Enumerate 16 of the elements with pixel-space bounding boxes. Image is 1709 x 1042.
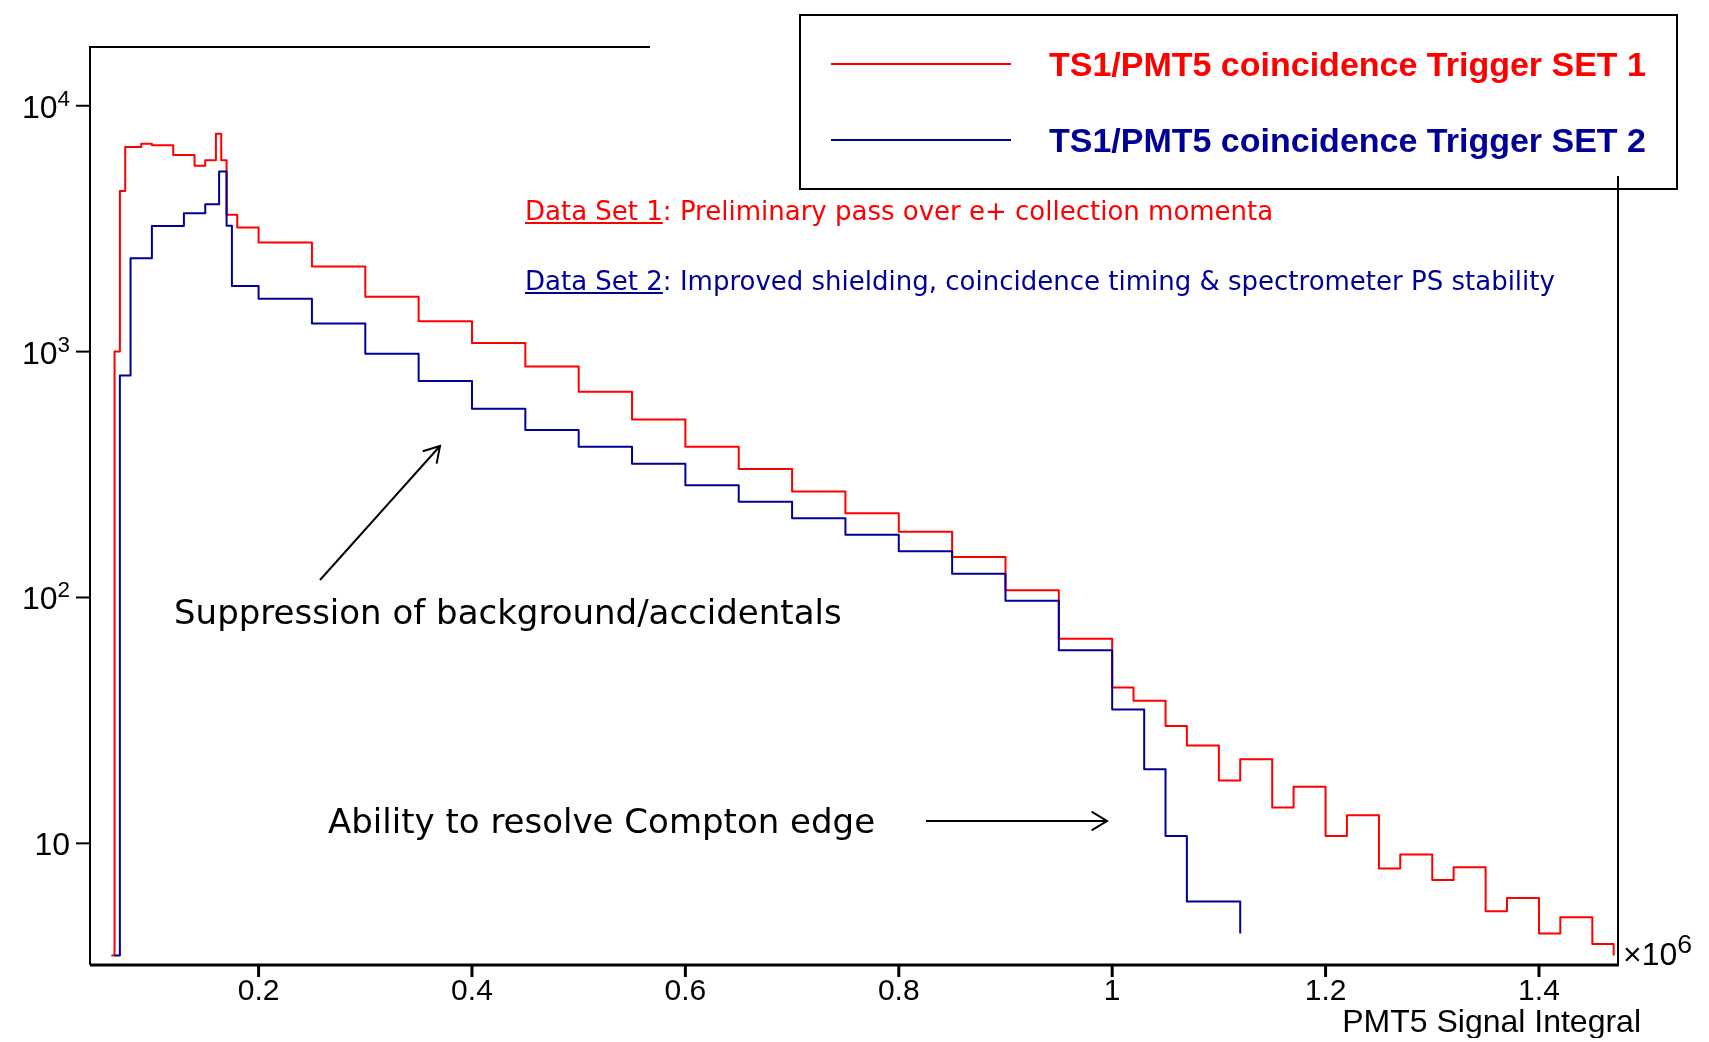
annotation: Suppression of background/accidentals: [174, 592, 842, 632]
text: TS1/PMT5 coincidence Trigger SET 2: [1048, 120, 1646, 160]
x-tick-label: 0.8: [877, 973, 920, 1007]
text: ×10$^{6}$: [1623, 929, 1693, 973]
annotation: Data Set 2: Improved shielding, coincidence timing & spectrometer PS stability: [525, 266, 1555, 296]
x-tick-label: 0.4: [451, 973, 493, 1007]
annotation: Data Set 1: Preliminary pass over e+ collection momenta: [525, 196, 1274, 226]
annotation: Ability to resolve Compton edge: [328, 801, 876, 841]
text: TS1/PMT5 coincidence Trigger SET 1: [1048, 44, 1646, 84]
y-tick-label: 10$^{4}$: [21, 85, 70, 125]
y-tick-label: 10$^{2}$: [21, 576, 70, 617]
y-tick-label: 10: [34, 826, 70, 863]
x-tick-label: 0.2: [237, 973, 280, 1007]
y-tick-label: 10$^{3}$: [21, 331, 70, 371]
x-tick-label: 1: [1103, 973, 1121, 1007]
x-tick-label: 0.6: [664, 973, 707, 1007]
